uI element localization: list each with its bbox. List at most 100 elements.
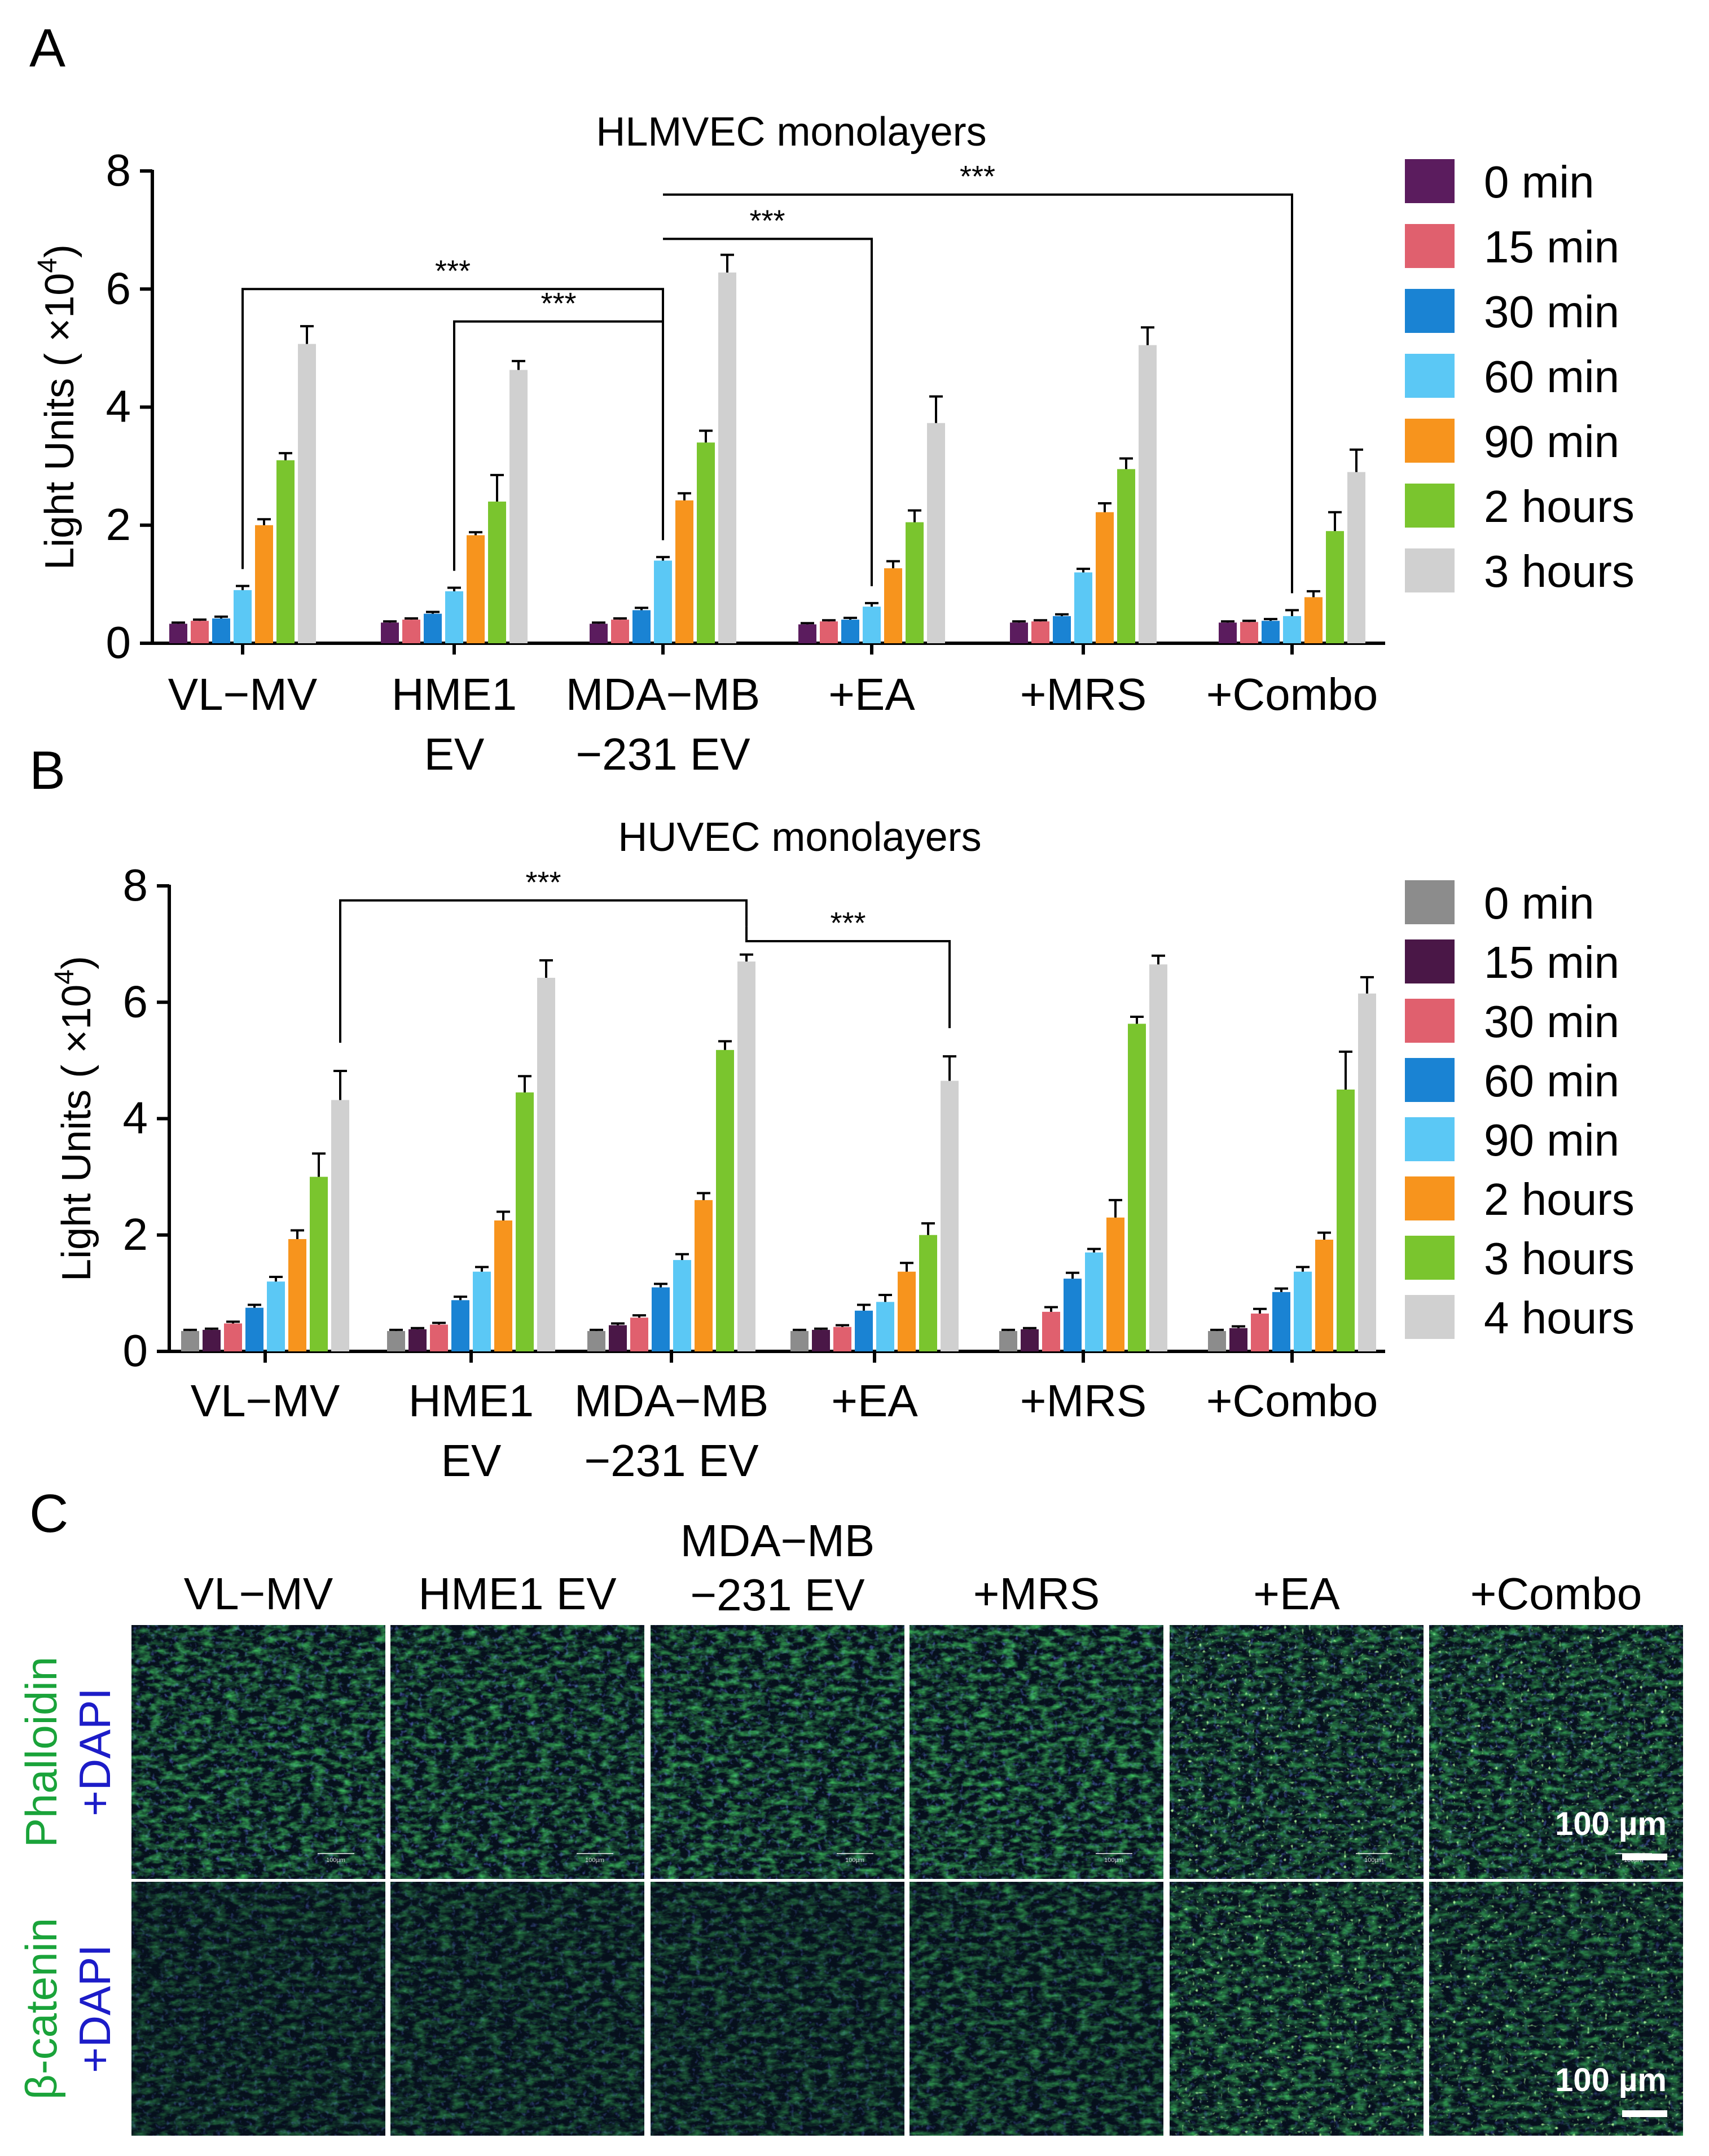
category-label: MDA−MB — [566, 669, 761, 719]
legend-label: 15 min — [1484, 937, 1619, 987]
significance-label: *** — [525, 866, 561, 899]
legend-label: 60 min — [1484, 352, 1619, 402]
bar — [1021, 1329, 1039, 1351]
significance-label: *** — [435, 254, 471, 288]
bar — [695, 1200, 713, 1351]
chart-panel-b: HUVEC monolayers 0 2 4 6 8 Light Units ( ×104)… — [50, 815, 1635, 1486]
category-label: MDA−MB — [574, 1376, 769, 1426]
bar — [1064, 1279, 1082, 1351]
legend-swatch — [1405, 999, 1455, 1043]
puncta-layer — [1170, 1625, 1424, 1879]
bar — [652, 1287, 670, 1351]
bar — [1074, 572, 1092, 643]
bar — [1304, 597, 1323, 643]
bar — [310, 1176, 328, 1351]
category-label: EV — [441, 1435, 502, 1486]
puncta-layer — [1170, 1882, 1424, 2136]
chart-panel-a: HLMVEC monolayers 0 2 4 6 8 Light Units ( ×104… — [33, 109, 1635, 779]
bar — [1283, 616, 1301, 643]
bar — [906, 522, 924, 643]
bar — [1294, 1271, 1312, 1351]
cell-layer — [131, 1625, 385, 1879]
legend-label: 0 min — [1484, 157, 1594, 207]
cell-layer — [910, 1882, 1163, 2136]
legend-label: 60 min — [1484, 1056, 1619, 1106]
bar — [181, 1331, 199, 1351]
bar — [1149, 964, 1167, 1351]
bar — [1358, 993, 1376, 1351]
bar — [812, 1329, 830, 1351]
legend-label: 0 min — [1484, 878, 1594, 928]
bar — [675, 500, 693, 643]
legend-swatch — [1405, 1176, 1455, 1220]
y-tick-label: 6 — [123, 976, 148, 1026]
significance-label: *** — [830, 906, 866, 940]
bar — [430, 1324, 448, 1351]
bar — [1096, 512, 1114, 643]
y-tick-label: 6 — [106, 263, 131, 313]
legend-swatch — [1405, 159, 1455, 203]
bar — [941, 1081, 959, 1351]
panel-label-a: A — [29, 18, 65, 78]
bar — [488, 501, 506, 643]
significance-bracket — [663, 193, 1293, 594]
y-axis-label: Light Units ( ×104) — [33, 244, 82, 570]
column-header: +EA — [1253, 1569, 1340, 1619]
cell-layer — [910, 1625, 1163, 1879]
column-header: +MRS — [973, 1569, 1100, 1619]
bar — [1106, 1217, 1124, 1351]
bar — [288, 1239, 306, 1351]
bar — [927, 423, 945, 643]
bar — [999, 1331, 1017, 1351]
bar — [212, 618, 230, 643]
bar — [820, 621, 838, 643]
bar — [1326, 531, 1344, 643]
bar — [1085, 1252, 1103, 1351]
significance-label: *** — [960, 160, 995, 194]
legend-swatch — [1405, 354, 1455, 398]
bar — [611, 620, 629, 643]
column-header: MDA−MB — [680, 1516, 875, 1566]
bar — [1219, 622, 1237, 643]
micrograph-grid: VL−MV HME1 EV MDA−MB−231 EV +MRS +EA +Combo Ph… — [16, 1516, 1683, 2136]
bar — [884, 568, 902, 643]
category-label: HME1 — [408, 1376, 534, 1426]
cell-layer — [131, 1882, 385, 2136]
bar — [255, 525, 273, 643]
bar — [609, 1325, 627, 1351]
legend-swatch — [1405, 1058, 1455, 1102]
embedded-scale-label: 100µm — [845, 1857, 864, 1864]
category-label: EV — [424, 729, 485, 779]
category-label: HME1 — [392, 669, 517, 719]
bar — [245, 1307, 263, 1351]
bar — [402, 620, 420, 643]
bar — [516, 1092, 534, 1351]
bar — [1053, 616, 1071, 643]
bar — [381, 622, 399, 643]
bar — [408, 1329, 427, 1351]
legend-label: 2 hours — [1484, 481, 1635, 532]
cell-layer — [651, 1882, 904, 2136]
row-label-counterstain: +DAPI — [70, 1688, 120, 1816]
legend-label: 90 min — [1484, 1115, 1619, 1165]
bar — [1337, 1089, 1355, 1351]
bar — [1010, 622, 1028, 643]
bar — [1031, 621, 1049, 643]
bar — [298, 344, 316, 643]
bar — [445, 591, 463, 643]
y-tick-label: 2 — [123, 1209, 148, 1259]
embedded-scale-label: 100µm — [1364, 1857, 1383, 1864]
category-label: −231 EV — [584, 1435, 759, 1486]
legend-label: 3 hours — [1484, 1233, 1635, 1284]
bar — [424, 613, 442, 643]
significance-bracket — [339, 899, 748, 1043]
bar — [267, 1281, 285, 1351]
bar — [1117, 469, 1135, 643]
embedded-scale-label: 100µm — [326, 1857, 345, 1864]
bar — [1272, 1292, 1290, 1351]
scale-bar-label: 100 µm — [1555, 1806, 1667, 1842]
bar — [841, 620, 859, 643]
bar — [191, 621, 209, 643]
legend-swatch — [1405, 939, 1455, 983]
y-tick-label: 8 — [123, 860, 148, 910]
